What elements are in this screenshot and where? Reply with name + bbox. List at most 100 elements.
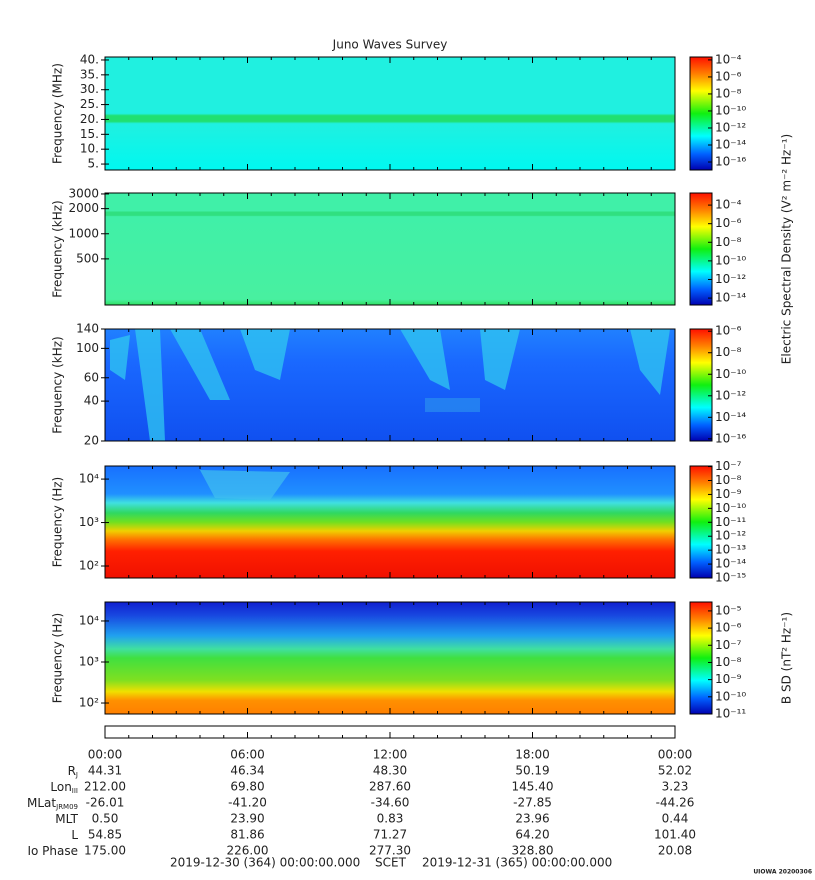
y-axis-label: Frequency (kHz) — [51, 200, 65, 297]
colorbar-tick-label: 10⁻⁸ — [715, 86, 742, 100]
row-value: 20.08 — [658, 844, 692, 858]
y-axis-label: Frequency (kHz) — [51, 336, 65, 433]
y-tick-label: 140 — [76, 322, 99, 336]
row-label-main: Lon — [50, 780, 71, 794]
colorbar-tick-label: 10⁻⁶ — [715, 621, 742, 635]
row-value: 277.30 — [369, 844, 411, 858]
colorbar-tick-label: 10⁻¹² — [715, 529, 746, 543]
colorbar-label: B SD (nT² Hz⁻¹) — [780, 612, 794, 704]
footer-end: 2019-12-31 (365) 00:00:00.000 — [422, 856, 612, 870]
row-label: LonIII — [50, 780, 78, 796]
row-value: 0.44 — [662, 812, 689, 826]
colorbar-tick-label: 10⁻¹⁴ — [715, 410, 746, 424]
row-value: 50.19 — [515, 764, 549, 778]
row-value: 212.00 — [84, 780, 126, 794]
row-label: Io Phase — [27, 844, 78, 858]
colorbar-tick-label: 10⁻¹⁴ — [715, 557, 746, 571]
colorbar-tick-label: 10⁻⁶ — [715, 324, 742, 338]
footer-start: 2019-12-30 (364) 00:00:00.000 — [170, 856, 360, 870]
y-tick-label: 2000 — [68, 201, 99, 215]
row-label-sub: J — [75, 771, 78, 779]
colorbar-tick-label: 10⁻¹⁰ — [715, 501, 746, 515]
y-tick-label: 40 — [84, 394, 99, 408]
colorbar-label: Electric Spectral Density (V² m⁻² Hz⁻¹) — [780, 134, 794, 364]
spectrogram — [105, 466, 675, 578]
colorbar-tick-label: 10⁻¹⁰ — [715, 103, 746, 117]
row-value: -27.85 — [513, 796, 552, 810]
colorbar-tick-label: 10⁻¹⁶ — [715, 155, 746, 169]
row-value: -41.20 — [228, 796, 267, 810]
y-tick-label: 25. — [80, 97, 99, 111]
y-tick-label: 10. — [80, 142, 99, 156]
spectrograms — [105, 57, 675, 714]
y-tick-label: 10³ — [79, 515, 99, 529]
y-tick-label: 500 — [76, 251, 99, 265]
y-tick-label: 15. — [80, 127, 99, 141]
row-value: 52.02 — [658, 764, 692, 778]
y-tick-label: 10⁴ — [79, 472, 99, 486]
colorbar-tick-label: 10⁻⁸ — [715, 473, 742, 487]
colorbar-tick-label: 10⁻⁶ — [715, 216, 742, 230]
row-value: 71.27 — [373, 828, 407, 842]
emission — [110, 329, 670, 441]
y-tick-label: 35. — [80, 67, 99, 81]
y-tick-label: 10³ — [79, 654, 99, 668]
colorbar — [689, 601, 713, 715]
colorbar-tick-label: 10⁻⁷ — [715, 638, 742, 652]
colorbar-tick-label: 10⁻⁵ — [715, 603, 742, 617]
row-label: MLT — [55, 812, 78, 826]
colorbar-tick-label: 10⁻¹³ — [715, 543, 746, 557]
colorbar-tick-label: 10⁻¹⁰ — [715, 253, 746, 267]
colorbar-tick-label: 10⁻⁶ — [715, 69, 742, 83]
y-tick-label: 20 — [84, 434, 99, 448]
row-label: MLatJRM09 — [27, 796, 78, 812]
y-tick-label: 3000 — [68, 186, 99, 200]
colorbar-tick-label: 10⁻¹⁶ — [715, 431, 746, 445]
credit: UIOWA 20200306 — [753, 869, 812, 876]
colorbar-tick-label: 10⁻⁸ — [715, 345, 742, 359]
y-tick-label: 1000 — [68, 226, 99, 240]
row-value: 69.80 — [230, 780, 264, 794]
row-value: 0.50 — [92, 812, 119, 826]
y-tick-label: 10² — [79, 559, 99, 573]
row-label-sub: JRM09 — [55, 803, 78, 811]
colorbar-tick-label: 10⁻¹² — [715, 272, 746, 286]
row-value: 101.40 — [654, 828, 696, 842]
row-label-main: L — [71, 828, 78, 842]
colorbar — [689, 192, 713, 306]
row-value: 328.80 — [512, 844, 554, 858]
y-axis-label: Frequency (Hz) — [51, 477, 65, 568]
colorbar-tick-label: 10⁻¹¹ — [715, 515, 746, 529]
row-value: 226.00 — [227, 844, 269, 858]
row-label-sub: III — [72, 787, 78, 795]
row-value: -34.60 — [371, 796, 410, 810]
row-value: 54.85 — [88, 828, 122, 842]
colorbar-tick-label: 10⁻¹⁴ — [715, 137, 746, 151]
colorbar-tick-label: 10⁻⁹ — [715, 487, 742, 501]
x-tick-label: 12:00 — [373, 748, 408, 762]
row-value: 145.40 — [512, 780, 554, 794]
spectrogram — [105, 57, 675, 170]
colorbar-tick-label: 10⁻¹⁰ — [715, 367, 746, 381]
colorbar — [689, 56, 713, 171]
colorbar-tick-label: 10⁻¹⁵ — [715, 571, 746, 585]
row-label-main: Io Phase — [27, 844, 78, 858]
colorbar-tick-label: 10⁻⁴ — [715, 198, 742, 212]
colorbar-tick-label: 10⁻⁹ — [715, 672, 742, 686]
colorbar-tick-label: 10⁻¹² — [715, 120, 746, 134]
y-tick-label: 100 — [76, 341, 99, 355]
x-tick-label: 00:00 — [658, 748, 693, 762]
row-value: 23.96 — [515, 812, 549, 826]
colorbar-tick-label: 10⁻¹¹ — [715, 707, 746, 721]
y-tick-label: 30. — [80, 82, 99, 96]
colorbar — [689, 328, 713, 442]
y-tick-label: 20. — [80, 112, 99, 126]
colorbar-tick-label: 10⁻⁴ — [715, 52, 742, 66]
row-value: 81.86 — [230, 828, 264, 842]
y-tick-label: 5. — [88, 157, 99, 171]
row-label: L — [71, 828, 78, 842]
row-label-main: R — [68, 764, 76, 778]
colorbar-tick-label: 10⁻¹⁰ — [715, 689, 746, 703]
colorbar-tick-label: 10⁻⁸ — [715, 655, 742, 669]
